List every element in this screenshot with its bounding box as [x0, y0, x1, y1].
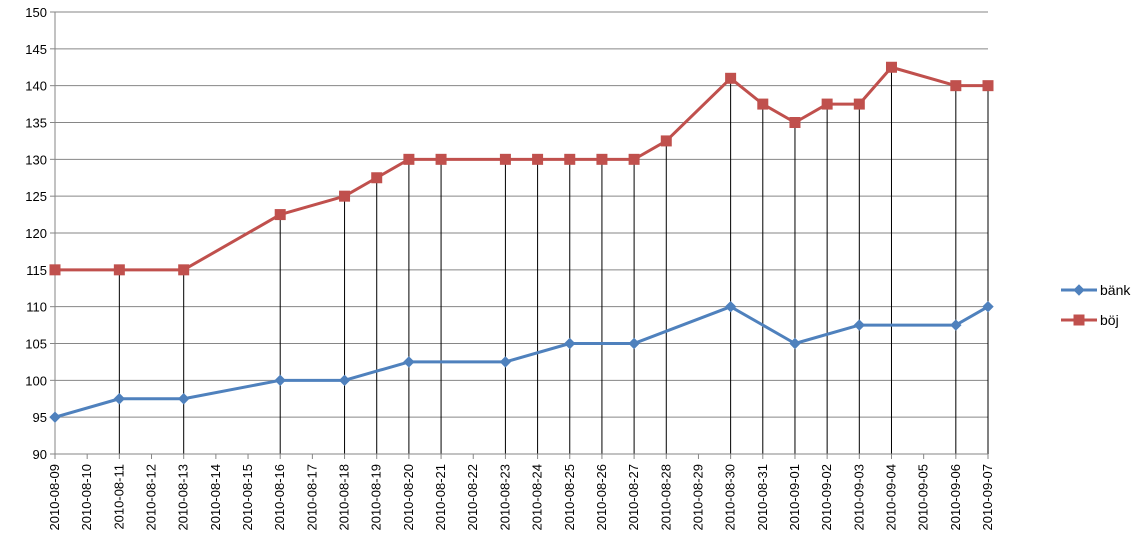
- data-point: [113, 393, 126, 405]
- x-tick-label: 2010-08-15: [240, 464, 255, 531]
- data-point: [725, 72, 737, 84]
- data-point: [274, 374, 286, 387]
- y-tick-label: 130: [25, 152, 47, 167]
- data-point: [885, 61, 897, 73]
- x-tick-label: 2010-09-07: [980, 464, 995, 531]
- x-tick-label: 2010-08-29: [690, 464, 705, 531]
- data-point: [177, 393, 190, 405]
- y-tick-label: 135: [25, 116, 47, 131]
- x-tick-label: 2010-08-26: [594, 464, 609, 531]
- y-tick-label: 150: [25, 5, 47, 20]
- data-point: [789, 117, 801, 128]
- x-tick-label: 2010-08-09: [47, 464, 62, 531]
- x-tick-label: 2010-08-31: [755, 464, 770, 531]
- tick-labels-layer: 90 95 100 105 110 115 120 125 130 135 140 145 150 201…: [25, 5, 995, 531]
- series-layer: [49, 61, 994, 423]
- data-point: [628, 153, 640, 165]
- x-tick-label: 2010-08-18: [337, 464, 352, 531]
- y-tick-label: 145: [25, 42, 47, 57]
- x-tick-label: 2010-08-20: [401, 464, 416, 531]
- x-tick-label: 2010-08-10: [79, 464, 94, 531]
- y-tick-label: 90: [33, 447, 47, 462]
- data-point: [178, 264, 190, 276]
- series-2: [49, 61, 994, 276]
- axis-layer: [50, 11, 989, 459]
- x-tick-label: 2010-08-17: [304, 464, 319, 531]
- x-tick-label: 2010-09-06: [948, 464, 963, 531]
- y-tick-label: 110: [26, 300, 47, 315]
- x-tick-label: 2010-08-28: [658, 464, 673, 531]
- series-line: [55, 65, 988, 272]
- x-tick-label: 2010-09-03: [851, 464, 866, 531]
- data-point: [821, 98, 833, 110]
- data-point: [982, 300, 994, 313]
- x-tick-label: 2010-08-21: [433, 464, 448, 531]
- data-point: [338, 374, 351, 387]
- x-tick-label: 2010-08-25: [562, 464, 577, 531]
- y-tick-label: 105: [25, 337, 47, 352]
- x-tick-label: 2010-08-27: [626, 464, 641, 531]
- data-point: [564, 153, 576, 165]
- data-point: [499, 153, 511, 165]
- x-tick-label: 2010-08-23: [497, 464, 512, 530]
- data-point: [403, 153, 415, 165]
- data-point: [403, 356, 415, 368]
- y-tick-label: 125: [25, 189, 47, 204]
- data-point: [1073, 284, 1085, 296]
- data-point: [564, 337, 576, 350]
- y-tick-label: 140: [25, 79, 47, 94]
- data-point: [532, 153, 544, 165]
- data-point: [49, 264, 61, 276]
- legend-entry: böj: [1061, 312, 1119, 328]
- data-point: [1073, 314, 1085, 326]
- x-tick-label: 2010-08-30: [723, 464, 738, 531]
- series-1: [49, 300, 994, 423]
- x-tick-label: 2010-09-02: [819, 464, 834, 531]
- y-tick-label: 120: [25, 226, 47, 241]
- y-tick-label: 95: [33, 410, 47, 425]
- legend: bänk böj: [1061, 282, 1131, 328]
- x-tick-label: 2010-08-12: [144, 464, 159, 531]
- x-tick-label: 2010-08-14: [208, 464, 223, 531]
- data-point: [950, 319, 962, 331]
- data-point: [113, 264, 125, 276]
- series-line: [54, 305, 989, 419]
- x-tick-label: 2010-09-01: [787, 464, 802, 531]
- data-point: [982, 80, 994, 92]
- x-tick-label: 2010-08-11: [111, 464, 126, 530]
- data-point: [724, 300, 737, 313]
- legend-label: böj: [1100, 312, 1119, 328]
- data-point: [628, 337, 640, 350]
- data-point: [499, 356, 512, 368]
- data-point: [339, 190, 351, 202]
- x-tick-label: 2010-08-22: [465, 464, 480, 531]
- x-tick-label: 2010-08-19: [369, 464, 384, 531]
- x-tick-label: 2010-08-24: [530, 464, 545, 531]
- grid-layer: [55, 11, 988, 455]
- data-point: [950, 80, 962, 92]
- x-tick-label: 2010-08-13: [176, 464, 191, 531]
- data-point: [596, 153, 608, 165]
- data-point: [371, 172, 383, 184]
- x-tick-label: 2010-09-04: [883, 464, 898, 531]
- data-point: [274, 209, 286, 221]
- data-point: [853, 319, 866, 331]
- y-tick-label: 115: [26, 263, 47, 278]
- data-point: [853, 98, 865, 110]
- legend-entry: bänk: [1061, 282, 1131, 298]
- data-point: [435, 153, 447, 165]
- x-tick-label: 2010-08-16: [272, 464, 287, 531]
- data-point: [757, 98, 769, 110]
- y-tick-label: 100: [25, 373, 47, 388]
- data-point: [660, 135, 672, 147]
- data-point: [789, 337, 801, 350]
- data-point: [49, 411, 61, 423]
- legend-label: bänk: [1100, 282, 1131, 298]
- x-tick-label: 2010-09-05: [916, 464, 931, 531]
